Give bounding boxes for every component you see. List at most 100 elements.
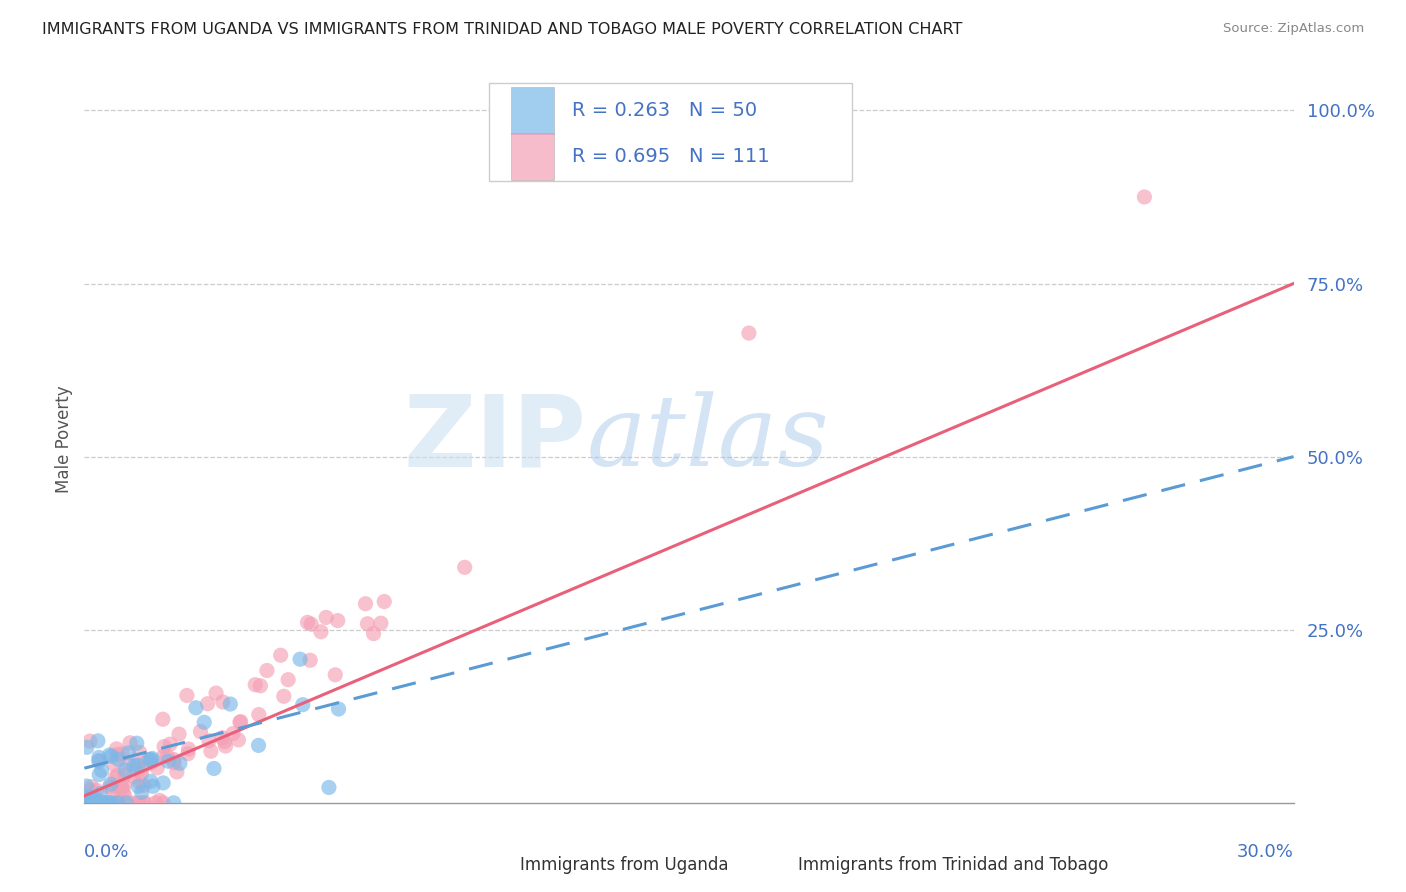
Point [87,750,110,764]
Point [96,796,118,810]
Point [128,745,150,759]
Text: atlas: atlas [586,392,830,487]
Point [86,796,108,810]
Point [77,789,100,804]
Point [83,796,105,810]
Point [315,610,337,624]
Point [214,739,236,753]
Point [214,734,236,748]
Point [131,785,153,799]
Point [247,707,270,722]
Point [309,624,332,639]
Point [159,737,181,751]
Point [198,733,221,747]
Point [454,560,477,574]
Point [273,690,295,704]
Point [91,796,114,810]
Point [134,756,156,770]
Point [156,749,179,764]
Point [79,783,101,797]
Point [1133,190,1156,204]
Point [79,796,101,810]
Point [142,779,165,793]
Point [222,726,245,740]
Point [738,326,761,340]
Point [107,752,129,766]
Point [83,794,105,808]
Point [98,796,121,810]
Point [153,739,176,754]
Point [112,787,135,801]
Point [89,794,111,808]
Point [328,702,350,716]
Point [87,754,110,768]
Point [84,792,107,806]
Point [76,740,98,755]
Point [370,616,392,631]
Point [75,796,97,810]
Point [356,616,378,631]
Point [229,715,252,730]
Y-axis label: Male Poverty: Male Poverty [55,385,73,493]
Point [163,796,186,810]
Point [111,747,134,761]
Point [197,697,219,711]
Point [98,780,121,794]
Point [184,700,207,714]
Point [299,617,322,632]
Point [205,686,228,700]
Point [118,736,141,750]
Point [166,764,188,779]
Point [127,780,149,794]
Point [100,796,122,810]
Point [256,664,278,678]
Point [117,756,139,771]
Point [152,712,174,726]
Point [89,796,111,810]
Point [153,749,176,764]
Point [249,679,271,693]
Point [104,771,127,785]
Point [75,779,97,793]
Text: ZIP: ZIP [404,391,586,488]
FancyBboxPatch shape [512,87,554,134]
Point [87,796,110,810]
Point [177,747,200,761]
Point [138,753,160,767]
Point [200,744,222,758]
Point [101,796,124,810]
FancyBboxPatch shape [762,853,792,880]
Point [132,778,155,792]
Point [131,766,153,780]
Point [211,731,233,745]
Point [193,715,215,730]
Point [103,757,125,772]
Point [163,756,186,770]
Point [245,678,267,692]
Point [104,796,127,810]
Point [323,668,346,682]
FancyBboxPatch shape [489,83,852,181]
Point [169,756,191,771]
Point [128,775,150,789]
Point [90,796,112,810]
Point [122,759,145,773]
Point [141,751,163,765]
Point [326,614,349,628]
Point [152,796,174,810]
Point [131,762,153,776]
Point [89,767,111,781]
Point [100,777,122,791]
Point [77,796,100,810]
Point [134,796,156,810]
Point [114,768,136,782]
Point [117,746,139,760]
Point [100,749,122,764]
Text: R = 0.695   N = 111: R = 0.695 N = 111 [572,147,769,166]
Point [79,790,101,805]
Point [101,780,124,795]
Point [277,673,299,687]
Point [125,758,148,772]
Point [111,780,134,794]
Point [212,695,235,709]
